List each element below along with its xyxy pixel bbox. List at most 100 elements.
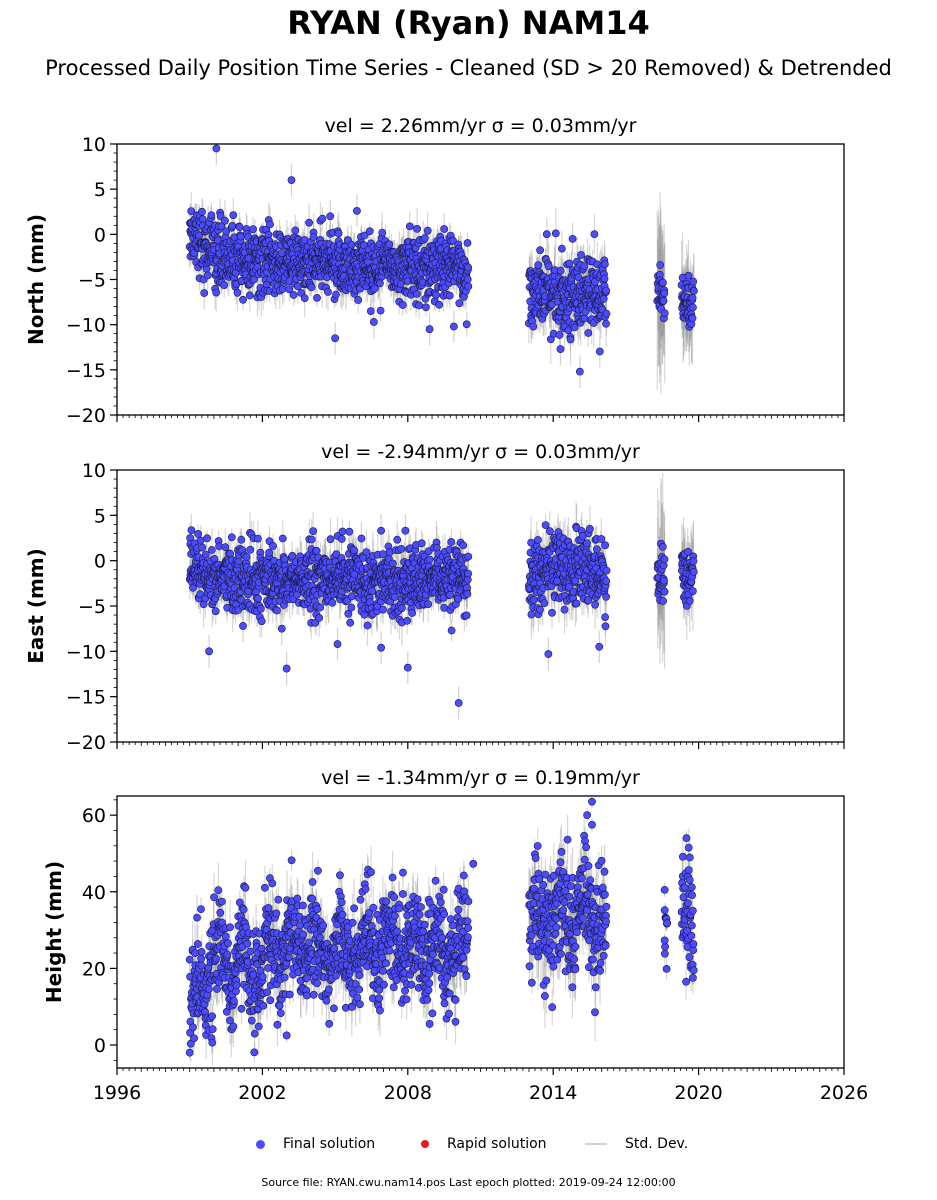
data-point	[689, 277, 698, 286]
data-point	[464, 282, 473, 291]
y-tick-label: −10	[66, 315, 106, 337]
data-point	[660, 309, 669, 317]
data-point	[688, 314, 697, 323]
data-point	[194, 530, 203, 538]
data-point	[556, 345, 565, 353]
y-ticks	[110, 143, 117, 416]
data-point	[420, 234, 429, 242]
data-point	[449, 322, 458, 331]
data-point	[195, 231, 203, 240]
y-tick-label: −15	[66, 360, 106, 382]
y-tick-label: −5	[78, 270, 106, 292]
data-point	[464, 263, 472, 272]
data-point	[575, 367, 584, 376]
plot-area	[185, 144, 698, 395]
data-point	[565, 259, 574, 268]
data-point	[590, 230, 599, 238]
data-point	[568, 234, 577, 243]
data-point	[222, 227, 230, 236]
data-point	[529, 322, 538, 331]
data-point	[396, 280, 405, 288]
data-point	[246, 545, 255, 554]
data-point	[354, 296, 363, 304]
data-point	[289, 291, 298, 299]
data-point	[595, 347, 604, 356]
data-point	[257, 617, 266, 626]
data-point	[602, 309, 611, 318]
y-tick-label: 10	[82, 134, 106, 156]
data-point	[207, 546, 216, 554]
data-point	[277, 249, 286, 257]
data-point	[265, 548, 274, 557]
data-point	[221, 543, 230, 551]
data-point	[659, 278, 667, 287]
data-point	[376, 306, 385, 315]
data-point	[689, 303, 697, 312]
data-point	[332, 290, 340, 299]
data-point	[463, 275, 472, 284]
data-point	[331, 334, 339, 343]
y-axis-label: North (mm)	[24, 214, 48, 345]
panel-title: vel = 2.26mm/yr σ = 0.03mm/yr	[325, 115, 637, 137]
data-point	[398, 301, 407, 309]
data-point	[318, 214, 327, 223]
data-point	[385, 240, 394, 249]
data-point	[660, 289, 669, 298]
data-point	[203, 271, 212, 280]
data-point	[378, 228, 387, 237]
data-point	[198, 543, 207, 552]
data-point	[602, 319, 610, 328]
data-point	[250, 275, 258, 284]
data-point	[198, 207, 206, 216]
data-point	[684, 271, 693, 280]
data-point	[253, 534, 262, 543]
data-point	[273, 606, 281, 615]
page-subtitle: Processed Daily Position Time Series - C…	[45, 56, 892, 80]
data-point	[413, 224, 421, 233]
data-point	[558, 244, 566, 253]
data-point	[233, 288, 242, 297]
data-point	[201, 550, 210, 559]
data-point	[305, 218, 313, 227]
data-point	[360, 231, 369, 240]
time-series-chart: −20 −15 −10 −5 0 5 10 vel = 2.26mm/yr σ = 0.03m…	[24, 115, 868, 1104]
data-point	[599, 294, 608, 303]
panel-1: −20 −15 −10 −5 0 5 10 vel = 2.26mm/yr σ = 0.03m…	[24, 115, 845, 427]
data-point	[580, 262, 589, 270]
data-point	[221, 216, 229, 225]
plot-area	[185, 472, 698, 720]
final-solution-points	[185, 521, 698, 707]
data-point	[536, 246, 544, 255]
data-point	[217, 222, 226, 231]
data-point	[656, 261, 665, 269]
final-solution-points	[185, 144, 698, 376]
data-point	[455, 299, 464, 308]
y-tick-label: 5	[94, 179, 106, 201]
data-point	[285, 285, 294, 294]
x-ticks	[116, 415, 845, 422]
data-point	[449, 236, 457, 245]
data-point	[249, 225, 257, 234]
data-point	[187, 526, 196, 534]
data-point	[463, 239, 472, 247]
y-tick-label: 0	[94, 224, 106, 246]
data-point	[412, 289, 421, 298]
data-point	[421, 303, 430, 312]
data-point	[432, 291, 440, 299]
data-point	[313, 293, 321, 302]
data-point	[369, 318, 378, 326]
data-point	[370, 284, 379, 293]
data-point	[555, 331, 564, 339]
data-point	[600, 274, 609, 283]
data-point	[203, 534, 211, 543]
data-point	[601, 260, 609, 268]
data-point	[291, 226, 300, 235]
data-point	[245, 291, 254, 300]
data-point	[440, 225, 449, 233]
data-point	[212, 288, 221, 297]
data-point	[309, 233, 318, 242]
data-point	[556, 266, 565, 275]
data-point	[266, 220, 274, 229]
data-point	[375, 279, 384, 288]
